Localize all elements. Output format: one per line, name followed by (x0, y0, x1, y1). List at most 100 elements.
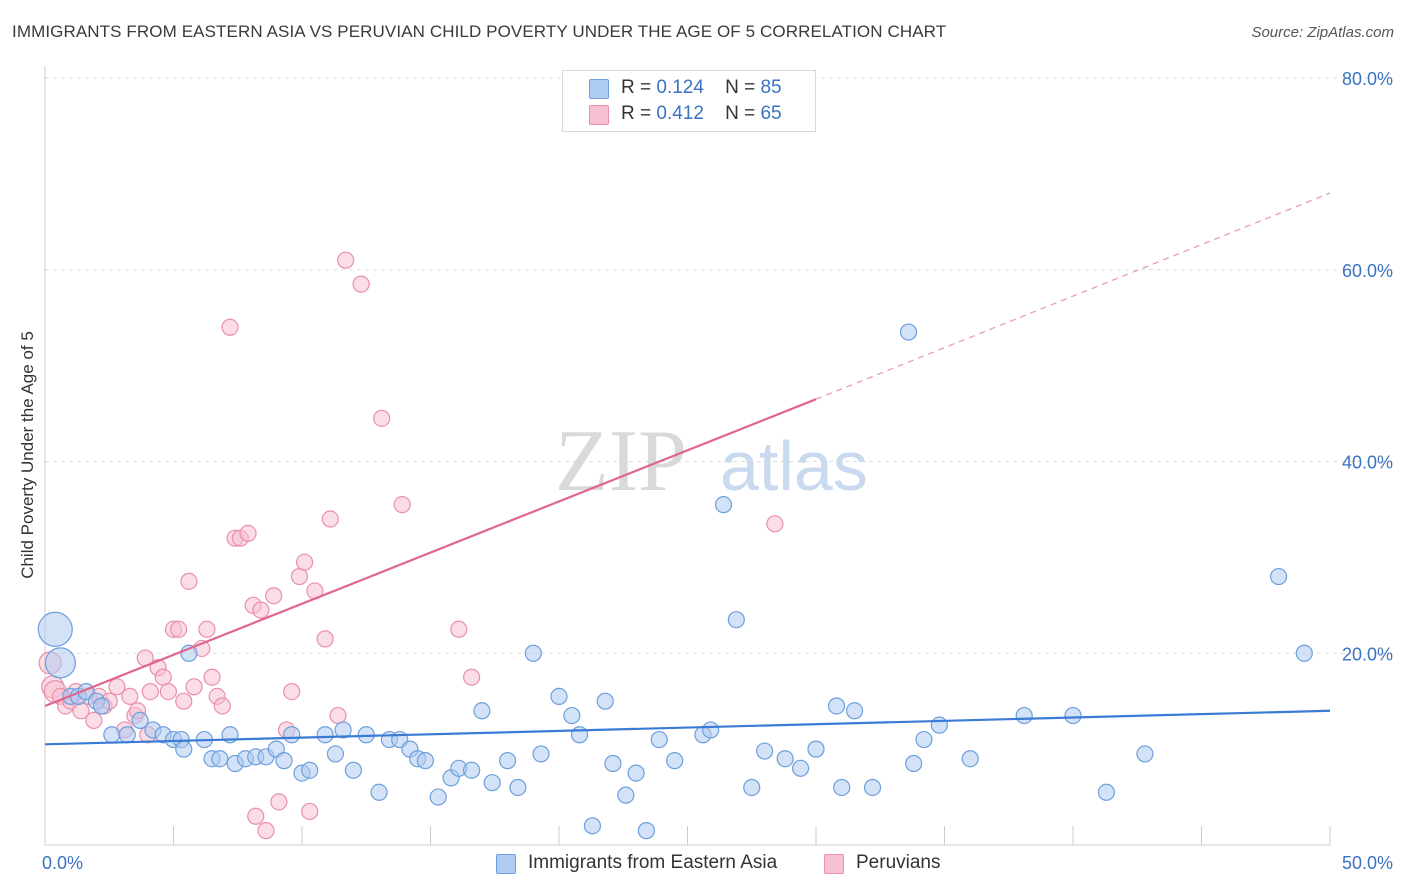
peruvian-point (337, 251, 355, 269)
grid (45, 77, 1392, 654)
peruvians-trend-extension (815, 192, 1331, 400)
watermark-atlas: atlas (720, 427, 868, 505)
x-tick-label: 50.0% (1342, 853, 1393, 873)
eastern-asia-point (714, 496, 733, 514)
eastern-asia-point (283, 726, 301, 744)
legend-r-value: 0.412 (656, 103, 704, 124)
eastern-asia-point (344, 761, 362, 779)
eastern-asia-point (301, 761, 319, 779)
peruvian-point (265, 587, 283, 605)
peruvian-point (221, 318, 239, 336)
eastern-asia-point (930, 716, 948, 734)
eastern-asia-point (755, 742, 774, 760)
peruvian-point (463, 668, 481, 686)
bottom-legend-swatch-pink (824, 854, 844, 874)
axes (44, 66, 1331, 846)
source-label: Source: ZipAtlas.com (1251, 24, 1394, 41)
eastern-asia-point (275, 752, 293, 770)
eastern-asia-point (776, 750, 794, 768)
y-tick-label: 80.0% (1342, 69, 1393, 89)
peruvian-point (270, 793, 288, 811)
eastern-asia-point (473, 702, 491, 720)
eastern-asia-point (961, 750, 979, 768)
eastern-asia-point (175, 740, 193, 758)
legend-r-label: R = (621, 77, 652, 98)
eastern-asia-point (563, 706, 581, 725)
eastern-asia-point (604, 754, 622, 773)
eastern-asia-point (118, 726, 136, 744)
peruvian-point (198, 620, 216, 638)
eastern-asia-point (596, 692, 614, 710)
peruvian-point (175, 692, 193, 710)
eastern-asia-point (845, 702, 864, 720)
eastern-asia-point (1015, 706, 1033, 725)
peruvian-point (85, 711, 103, 729)
eastern-asia-point (416, 752, 434, 770)
peruvian-point (213, 697, 231, 715)
eastern-asia-point (666, 752, 684, 770)
x-tick-label: 0.0% (42, 853, 83, 873)
peruvian-point (252, 601, 270, 619)
peruvian-point (766, 515, 784, 533)
bottom-legend-swatch-blue (496, 854, 516, 874)
eastern-asia-point (583, 817, 602, 835)
eastern-asia-point (627, 764, 645, 782)
eastern-asia-point (905, 754, 923, 773)
eastern-asia-point (1136, 745, 1154, 763)
eastern-asia-point (1097, 783, 1116, 801)
chart-title: IMMIGRANTS FROM EASTERN ASIA VS PERUVIAN… (12, 22, 947, 41)
eastern-asia-point (807, 740, 825, 758)
peruvian-point (352, 275, 370, 293)
eastern-asia-point (833, 778, 851, 797)
peruvian-point (393, 496, 411, 514)
tick-labels: 20.0% 40.0% 60.0% 80.0% 0.0% 50.0% (42, 69, 1393, 873)
peruvian-point (170, 620, 188, 638)
peruvian-point (154, 668, 172, 686)
eastern-asia-point (44, 647, 77, 679)
legend-n-value: 85 (760, 77, 782, 98)
peruvian-point (108, 678, 126, 696)
bottom-legend-label: Immigrants from Eastern Asia (528, 852, 778, 873)
eastern-asia-point (863, 778, 882, 797)
eastern-asia-point (509, 778, 527, 797)
eastern-asia-point (131, 711, 149, 729)
peruvian-point (180, 572, 198, 590)
peruvian-point (290, 567, 309, 586)
peruvian-point (329, 706, 347, 725)
eastern-asia-point (827, 697, 846, 715)
peruvian-point (159, 682, 177, 701)
peruvians-trend-line (44, 398, 817, 708)
peruvian-point (283, 682, 301, 701)
eastern-asia-point (1064, 706, 1082, 725)
eastern-asia-point (524, 644, 542, 662)
peruvian-point (141, 682, 159, 701)
legend-n-label: N = (725, 103, 756, 124)
eastern-asia-point (316, 726, 334, 744)
eastern-asia-point (791, 759, 810, 777)
legend-r-value: 0.124 (656, 77, 704, 98)
peruvian-point (450, 620, 468, 638)
legend-swatch-pink (589, 105, 609, 125)
peruvian-point (316, 630, 334, 648)
y-tick-label: 60.0% (1342, 261, 1393, 281)
eastern-asia-point (727, 611, 745, 629)
eastern-asia-point (532, 745, 550, 763)
eastern-asia-point (103, 726, 121, 744)
trend-lines (44, 192, 1331, 746)
eastern-asia-point (637, 822, 655, 840)
watermark: ZIP atlas (555, 413, 868, 510)
eastern-asia-point (326, 745, 345, 763)
eastern-asia-point (499, 752, 517, 770)
peruvian-point (185, 678, 203, 696)
legend-swatch-blue (589, 79, 609, 99)
eastern-asia-point (1269, 567, 1288, 586)
eastern-asia-point (429, 788, 447, 806)
peruvian-point (321, 510, 339, 528)
eastern-asia-point (899, 323, 918, 341)
legend: R = 0.124 N = 85 R = 0.412 N = 65 (562, 70, 816, 132)
legend-n-label: N = (725, 77, 756, 98)
eastern-asia-point (1295, 644, 1313, 662)
eastern-asia-point (463, 761, 481, 779)
eastern-asia-trend-line (44, 709, 1331, 746)
peruvians-points (38, 251, 784, 840)
